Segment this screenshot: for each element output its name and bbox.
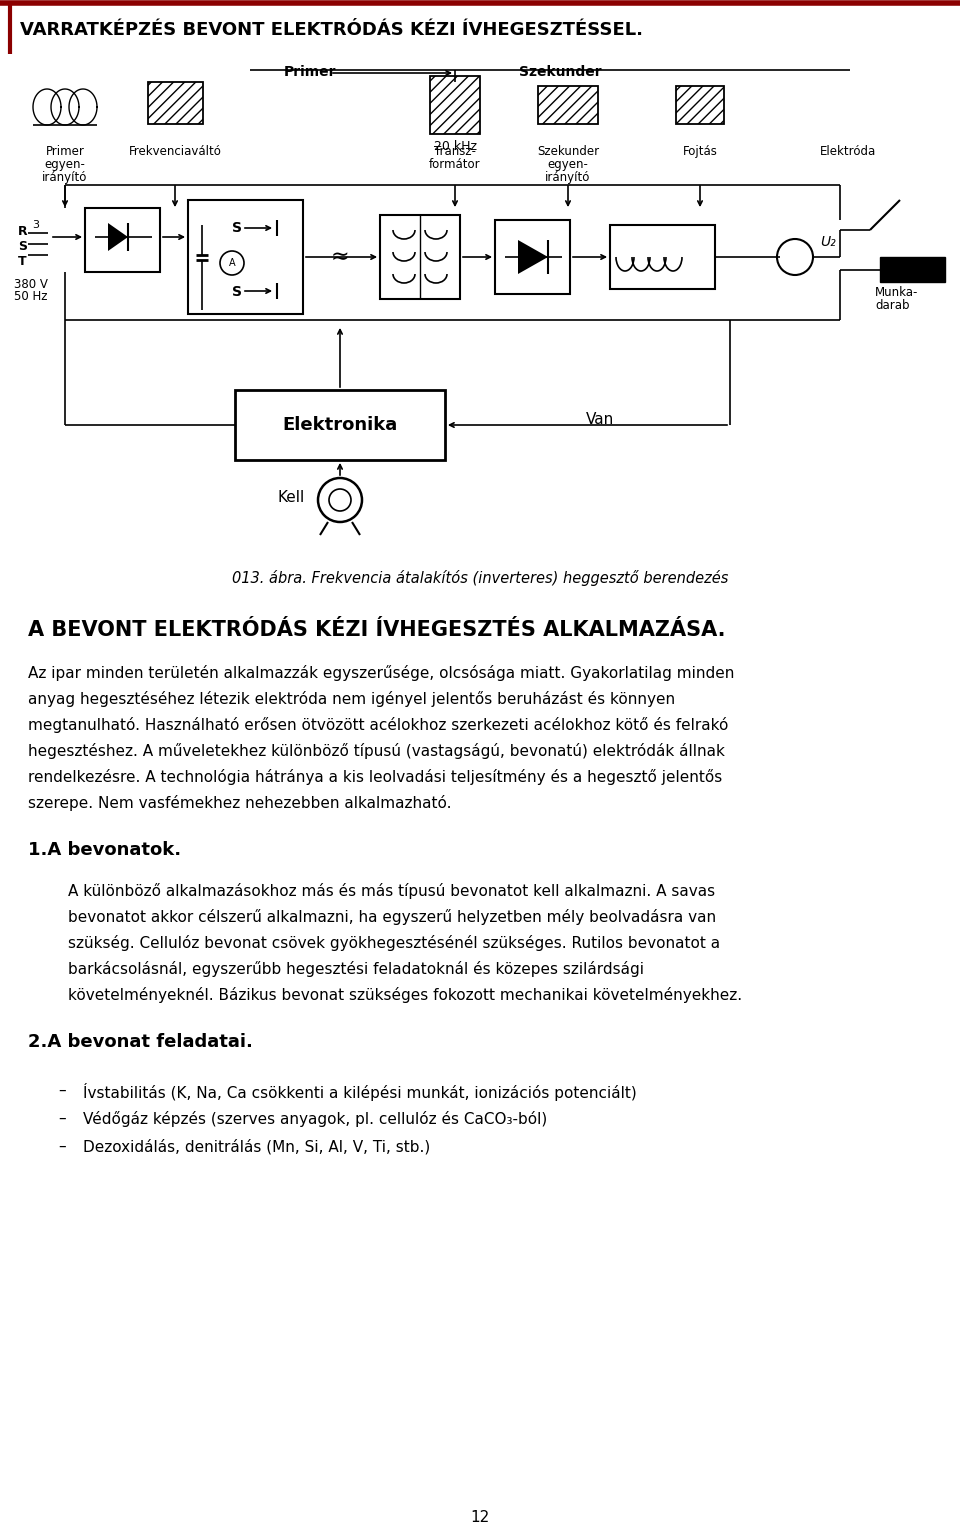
Text: Kell: Kell xyxy=(277,490,305,505)
Text: követelményeknél. Bázikus bevonat szükséges fokozott mechanikai követelményekhez: követelményeknél. Bázikus bevonat szüksé… xyxy=(68,987,742,1003)
Bar xyxy=(676,86,724,125)
Text: Védőgáz képzés (szerves anyagok, pl. cellulóz és CaCO₃-ból): Védőgáz képzés (szerves anyagok, pl. cel… xyxy=(83,1110,547,1127)
Text: Szekunder: Szekunder xyxy=(537,145,599,159)
Text: megtanulható. Használható erősen ötvözött acélokhoz szerkezeti acélokhoz kötő és: megtanulható. Használható erősen ötvözöt… xyxy=(28,718,729,733)
Text: irányító: irányító xyxy=(42,171,87,183)
Text: VARRATKÉPZÉS BEVONT ELEKTRÓDÁS KÉZI ÍVHEGESZTÉSSEL.: VARRATKÉPZÉS BEVONT ELEKTRÓDÁS KÉZI ÍVHE… xyxy=(20,22,643,38)
Text: A: A xyxy=(228,259,235,268)
Text: 013. ábra. Frekvencia átalakítós (inverteres) heggesztő berendezés: 013. ábra. Frekvencia átalakítós (invert… xyxy=(231,570,729,587)
Text: Primer: Primer xyxy=(45,145,84,159)
Text: irányító: irányító xyxy=(545,171,590,183)
Text: 50 Hz: 50 Hz xyxy=(14,290,47,303)
Text: S: S xyxy=(232,285,242,299)
Text: 12: 12 xyxy=(470,1511,490,1525)
Text: rendelkezésre. A technológia hátránya a kis leolvadási teljesítmény és a hegeszt: rendelkezésre. A technológia hátránya a … xyxy=(28,768,722,785)
Bar xyxy=(235,390,445,460)
Text: egyen-: egyen- xyxy=(44,159,85,171)
Bar xyxy=(495,220,570,294)
Text: Transz-: Transz- xyxy=(434,145,476,159)
Text: Dezoxidálás, denitrálás (Mn, Si, Al, V, Ti, stb.): Dezoxidálás, denitrálás (Mn, Si, Al, V, … xyxy=(83,1140,430,1155)
Bar xyxy=(610,225,715,290)
Text: Ívstabilitás (K, Na, Ca csökkenti a kilépési munkát, ionizációs potenciált): Ívstabilitás (K, Na, Ca csökkenti a kilé… xyxy=(83,1083,636,1101)
Text: szükség. Cellulóz bevonat csövek gyökhegesztésénél szükséges. Rutilos bevonatot : szükség. Cellulóz bevonat csövek gyökheg… xyxy=(68,935,720,952)
Text: Fojtás: Fojtás xyxy=(683,145,717,159)
Text: Munka-: Munka- xyxy=(875,286,919,299)
Text: –: – xyxy=(58,1110,65,1126)
Text: formátor: formátor xyxy=(429,159,481,171)
Text: 1.A bevonatok.: 1.A bevonatok. xyxy=(28,841,181,859)
Polygon shape xyxy=(518,240,548,274)
Circle shape xyxy=(329,490,351,511)
Bar xyxy=(380,216,460,299)
Text: darab: darab xyxy=(875,299,909,313)
Polygon shape xyxy=(108,223,128,251)
Text: S: S xyxy=(232,222,242,236)
Text: S: S xyxy=(18,240,27,253)
Bar xyxy=(430,75,480,134)
Text: R: R xyxy=(18,225,28,239)
Text: anyag hegesztéséhez létezik elektróda nem igényel jelentős beruházást és könnyen: anyag hegesztéséhez létezik elektróda ne… xyxy=(28,691,675,707)
Text: 3: 3 xyxy=(32,220,39,229)
Text: –: – xyxy=(58,1140,65,1153)
Circle shape xyxy=(318,477,362,522)
Text: szerepe. Nem vasfémekhez nehezebben alkalmazható.: szerepe. Nem vasfémekhez nehezebben alka… xyxy=(28,795,451,812)
Text: Szekunder: Szekunder xyxy=(518,65,601,79)
Bar xyxy=(880,257,945,282)
Text: 2.A bevonat feladatai.: 2.A bevonat feladatai. xyxy=(28,1033,252,1050)
Text: Elektronika: Elektronika xyxy=(282,416,397,434)
Text: Primer: Primer xyxy=(284,65,336,79)
Text: 20 kHz: 20 kHz xyxy=(434,140,476,152)
Text: Az ipar minden területén alkalmazzák egyszerűsége, olcsósága miatt. Gyakorlatila: Az ipar minden területén alkalmazzák egy… xyxy=(28,665,734,681)
Text: egyen-: egyen- xyxy=(547,159,588,171)
Text: U₂: U₂ xyxy=(820,236,836,249)
Text: T: T xyxy=(18,256,27,268)
Bar xyxy=(148,82,203,125)
Bar xyxy=(538,86,598,125)
Text: Frekvenciaváltó: Frekvenciaváltó xyxy=(129,145,222,159)
Text: A különböző alkalmazásokhoz más és más típusú bevonatot kell alkalmazni. A savas: A különböző alkalmazásokhoz más és más t… xyxy=(68,882,715,899)
Text: Elektróda: Elektróda xyxy=(820,145,876,159)
Circle shape xyxy=(220,251,244,276)
Text: A BEVONT ELEKTRÓDÁS KÉZI ÍVHEGESZTÉS ALKALMAZÁSA.: A BEVONT ELEKTRÓDÁS KÉZI ÍVHEGESZTÉS ALK… xyxy=(28,621,726,641)
Text: hegesztéshez. A műveletekhez különböző típusú (vastagságú, bevonatú) elektródák : hegesztéshez. A műveletekhez különböző t… xyxy=(28,742,725,759)
Bar xyxy=(188,200,303,314)
Text: bevonatot akkor célszerű alkalmazni, ha egyszerű helyzetben mély beolvadásra van: bevonatot akkor célszerű alkalmazni, ha … xyxy=(68,909,716,926)
Bar xyxy=(0,3,960,55)
Text: ≈: ≈ xyxy=(330,246,349,266)
Text: Van: Van xyxy=(586,413,614,428)
Text: –: – xyxy=(58,1083,65,1098)
Text: 380 V: 380 V xyxy=(14,279,48,291)
Text: barkácsolásnál, egyszerűbb hegesztési feladatoknál és közepes szilárdsági: barkácsolásnál, egyszerűbb hegesztési fe… xyxy=(68,961,644,976)
Bar xyxy=(85,208,160,273)
Circle shape xyxy=(777,239,813,276)
